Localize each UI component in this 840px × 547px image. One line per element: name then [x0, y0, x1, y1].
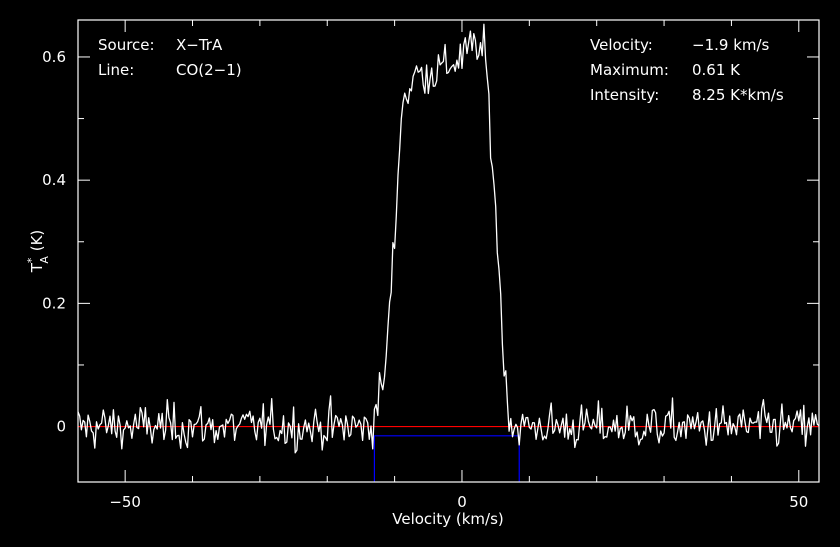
- source-label: Source:: [98, 36, 155, 54]
- y-tick-label: 0.4: [42, 171, 66, 189]
- maximum-label: Maximum:: [590, 61, 669, 79]
- y-axis-label-unit: (K): [28, 230, 46, 256]
- spectrum-line: [77, 23, 820, 454]
- source-value: X−TrA: [176, 36, 223, 54]
- maximum-value: 0.61 K: [692, 61, 741, 79]
- intensity-label: Intensity:: [590, 86, 659, 104]
- velocity-label: Velocity:: [590, 36, 653, 54]
- svg-text:T*A (K): T*A (K): [25, 230, 51, 274]
- integration-window: [373, 435, 520, 482]
- y-tick-label: 0: [56, 418, 66, 436]
- y-axis-label: T*A (K): [25, 230, 51, 274]
- x-tick-label: −50: [109, 493, 141, 511]
- y-tick-label: 0.2: [42, 294, 66, 312]
- line-value: CO(2−1): [176, 61, 242, 79]
- y-axis-label-super: *: [25, 257, 38, 263]
- y-axis-label-sub: A: [38, 256, 51, 264]
- line-label: Line:: [98, 61, 134, 79]
- velocity-value: −1.9 km/s: [692, 36, 770, 54]
- y-axis-label-main: T: [28, 262, 46, 273]
- x-axis-label: Velocity (km/s): [392, 510, 503, 528]
- fit-results: Velocity: −1.9 km/s Maximum: 0.61 K Inte…: [590, 36, 784, 104]
- intensity-value: 8.25 K*km/s: [692, 86, 784, 104]
- x-tick-label: 50: [789, 493, 808, 511]
- plot-frame: [77, 19, 820, 483]
- y-tick-label: 0.6: [42, 48, 66, 66]
- x-tick-label: 0: [457, 493, 467, 511]
- source-info: Source: X−TrA Line: CO(2−1): [98, 36, 242, 79]
